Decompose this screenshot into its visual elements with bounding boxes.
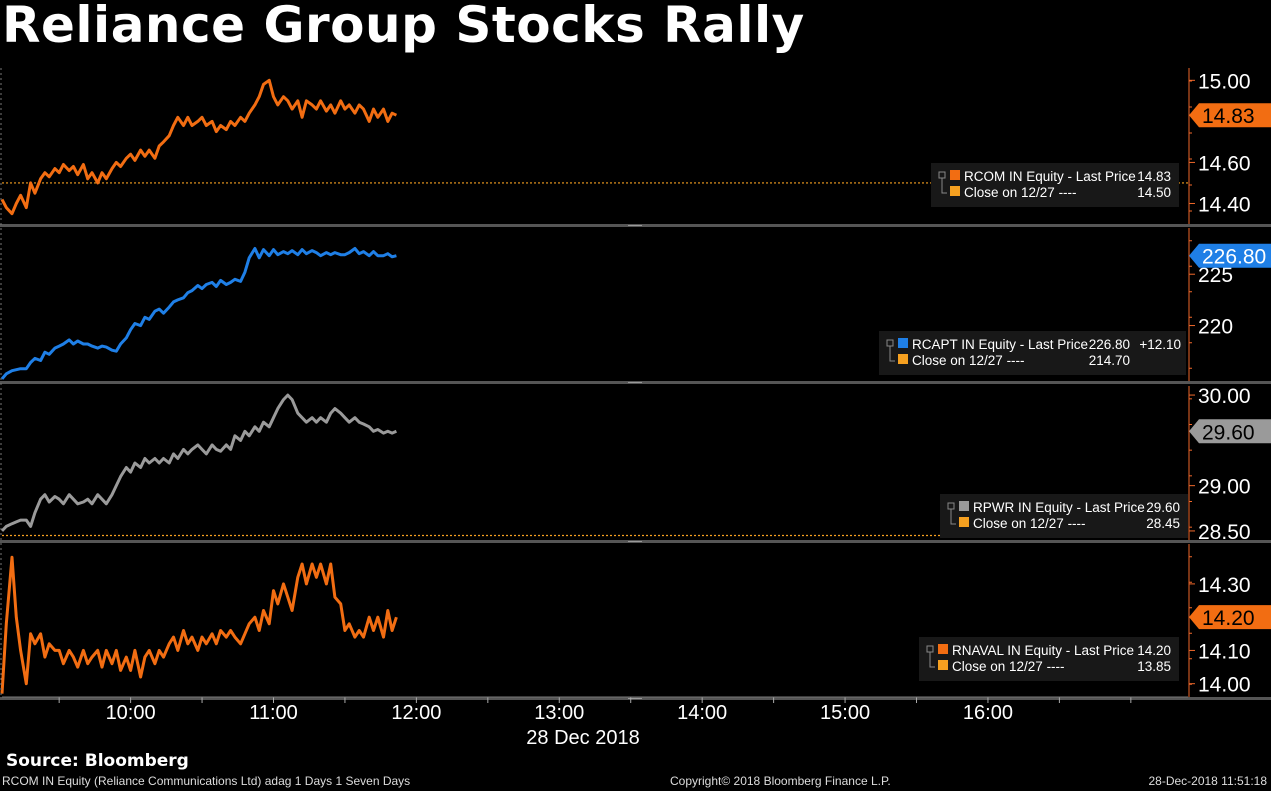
legend-tree-connector: [889, 346, 895, 362]
y-tick-label-rcom: 14.60: [1198, 152, 1251, 175]
legend-close-swatch: [959, 517, 969, 527]
legend-close-label: Close on 12/27 ----: [912, 353, 1025, 368]
y-tick-label-rnaval: 14.00: [1198, 674, 1251, 697]
last-price-tag-rpwr: 29.60: [1189, 419, 1271, 444]
legend-close-value: 214.70: [1089, 353, 1130, 368]
y-tick-label-rnaval: 14.10: [1198, 640, 1251, 663]
last-price-tag-rcapt: 226.80: [1189, 243, 1271, 269]
legend-close-swatch: [938, 660, 948, 670]
y-tick-label-rpwr: 29.00: [1198, 476, 1251, 499]
x-tick-label: 14:00: [677, 702, 727, 724]
legend-series-swatch: [959, 501, 969, 511]
last-price-tag-rnaval: 14.20: [1189, 605, 1271, 630]
y-tick-label-rcom: 15.00: [1198, 70, 1251, 93]
legend-close-label: Close on 12/27 ----: [973, 516, 1086, 531]
source-label: Source: Bloomberg: [6, 751, 189, 771]
legend-close-value: 14.50: [1137, 185, 1171, 200]
legend-bg-rcom: [931, 163, 1179, 207]
legend-series-label: RCAPT IN Equity - Last Price: [912, 337, 1088, 352]
footer-copyright: Copyright© 2018 Bloomberg Finance L.P.: [670, 774, 891, 788]
x-axis-label: 28 Dec 2018: [526, 727, 639, 749]
x-axis: 10:00 11:00 12:00 13:00 14:00 15:00 16:00 28 De…: [2, 696, 1188, 749]
last-price-label-rnaval: 14.20: [1202, 607, 1255, 630]
last-price-label-rpwr: 29.60: [1202, 421, 1255, 444]
legend-tree-connector: [929, 652, 935, 668]
legend-last-value: 14.83: [1137, 169, 1171, 184]
legend-last-value: 29.60: [1146, 500, 1180, 515]
last-price-tag-bg-rnaval: [1189, 605, 1271, 630]
legend-last-value: 226.80: [1089, 337, 1130, 352]
legend-series-swatch: [950, 170, 960, 180]
y-tick-label-rpwr: 28.50: [1198, 521, 1251, 544]
legend-tree-connector: [941, 178, 947, 194]
legend-close-swatch: [950, 186, 960, 196]
legend-close-label: Close on 12/27 ----: [964, 185, 1077, 200]
y-tick-label-rcapt: 225: [1198, 264, 1233, 287]
last-price-tag-bg-rcom: [1189, 103, 1271, 128]
legend-series-label: RPWR IN Equity - Last Price: [973, 500, 1145, 515]
legend-bg-rpwr: [940, 494, 1188, 538]
last-price-tag-rcom: 14.83: [1189, 103, 1271, 128]
footer-security-info: RCOM IN Equity (Reliance Communications …: [2, 774, 411, 788]
x-tick-label: 13:00: [534, 702, 584, 724]
legend-bg-rcapt: [879, 331, 1186, 375]
series-line-rcapt: [0, 247, 397, 380]
y-tick-label-rpwr: 30.00: [1198, 385, 1251, 408]
legend-close-label: Close on 12/27 ----: [952, 659, 1065, 674]
x-tick-label: 11:00: [249, 702, 298, 724]
y-tick-label-rcom: 14.40: [1198, 193, 1251, 216]
x-tick-label: 10:00: [106, 702, 156, 724]
series-line-rpwr: [0, 393, 397, 532]
legend-close-value: 28.45: [1146, 516, 1180, 531]
legend-close-value: 13.85: [1137, 659, 1171, 674]
legend-tree-connector: [950, 509, 956, 525]
y-tick-label-rnaval: 14.30: [1198, 574, 1251, 597]
last-price-label-rcom: 14.83: [1202, 105, 1255, 128]
last-price-tag-bg-rcapt: [1189, 243, 1271, 268]
last-price-tag-bg-rpwr: [1189, 419, 1271, 444]
legend-last-value: 14.20: [1137, 643, 1171, 658]
series-line-rnaval: [0, 555, 398, 694]
legend-bg-rnaval: [919, 637, 1179, 681]
legend-series-label: RCOM IN Equity - Last Price: [964, 169, 1136, 184]
legend-series-label: RNAVAL IN Equity - Last Price: [952, 643, 1134, 658]
x-tick-label: 16:00: [963, 702, 1013, 724]
legend-series-swatch: [938, 644, 948, 654]
last-price-label-rcapt: 226.80: [1202, 246, 1266, 269]
x-tick-label: 15:00: [820, 702, 870, 724]
x-tick-label: 12:00: [391, 702, 441, 724]
series-line-rcom: [0, 78, 398, 216]
page-title: Reliance Group Stocks Rally: [2, 0, 805, 54]
legend-close-swatch: [898, 354, 908, 364]
legend-series-swatch: [898, 338, 908, 348]
y-tick-label-rcapt: 220: [1198, 316, 1233, 339]
legend-change-value: +12.10: [1139, 337, 1181, 352]
footer-timestamp: 28-Dec-2018 11:51:18: [1148, 774, 1267, 788]
